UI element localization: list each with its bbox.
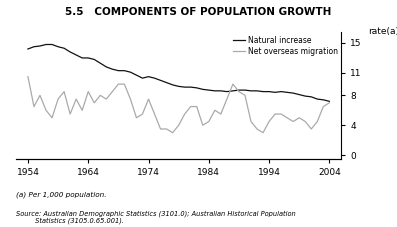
Net overseas migration: [249, 120, 253, 123]
Text: Source: Australian Demographic Statistics (3101.0); Australian Historical Popula: Source: Australian Demographic Statistic…: [16, 210, 296, 224]
Natural increase: [128, 71, 133, 74]
Net overseas migration: [122, 83, 127, 86]
Natural increase: [122, 69, 127, 72]
Line: Natural increase: Natural increase: [28, 44, 330, 101]
Natural increase: [25, 48, 30, 50]
Natural increase: [249, 89, 253, 92]
Natural increase: [321, 99, 326, 101]
Text: 5.5   COMPONENTS OF POPULATION GROWTH: 5.5 COMPONENTS OF POPULATION GROWTH: [66, 7, 331, 17]
Natural increase: [327, 100, 332, 103]
Net overseas migration: [321, 105, 326, 108]
Natural increase: [231, 89, 235, 92]
Net overseas migration: [327, 101, 332, 104]
Net overseas migration: [231, 83, 235, 86]
Net overseas migration: [92, 101, 96, 104]
Line: Net overseas migration: Net overseas migration: [28, 77, 330, 133]
Natural increase: [44, 43, 48, 46]
Legend: Natural increase, Net overseas migration: Natural increase, Net overseas migration: [233, 36, 337, 56]
Natural increase: [98, 62, 103, 64]
Y-axis label: rate(a): rate(a): [368, 27, 397, 36]
Net overseas migration: [170, 131, 175, 134]
Text: (a) Per 1,000 population.: (a) Per 1,000 population.: [16, 192, 106, 198]
Net overseas migration: [25, 75, 30, 78]
Net overseas migration: [116, 83, 121, 86]
